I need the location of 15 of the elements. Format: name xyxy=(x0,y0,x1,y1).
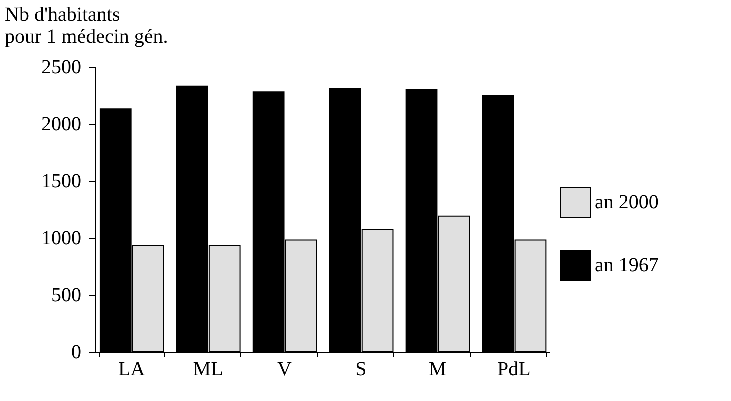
y-tick-label: 0 xyxy=(72,342,82,364)
x-tick-label: S xyxy=(356,358,367,380)
y-tick-label: 500 xyxy=(52,284,82,306)
x-tick-label: M xyxy=(428,358,447,380)
legend-label: an 1967 xyxy=(595,254,659,276)
x-tick-label: PdL xyxy=(498,358,531,380)
y-tick-label: 1000 xyxy=(42,228,82,250)
y-axis-title: Nb d'habitants pour 1 médecin gén. xyxy=(5,4,168,48)
x-tick-label: V xyxy=(278,358,293,380)
y-tick-label: 1500 xyxy=(42,170,82,192)
x-tick-label: ML xyxy=(193,358,224,380)
x-tick-label: LA xyxy=(118,358,146,380)
y-tick-label: 2500 xyxy=(42,56,82,78)
legend-label: an 2000 xyxy=(595,192,659,214)
y-tick-label: 2000 xyxy=(42,114,82,136)
